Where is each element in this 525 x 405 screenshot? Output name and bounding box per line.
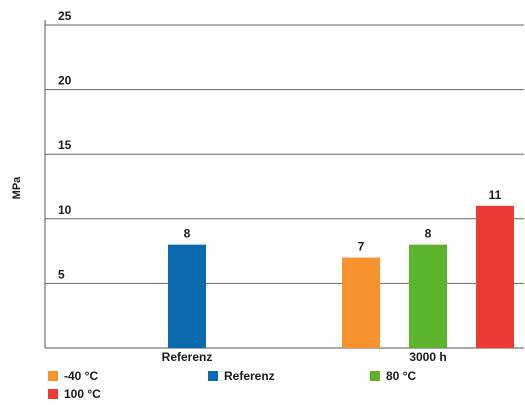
legend-item: Referenz <box>208 369 275 383</box>
y-tick-label: 25 <box>58 9 72 23</box>
y-tick-label: 5 <box>58 267 65 281</box>
bar-100-c-3000-h <box>476 205 514 348</box>
legend-swatch <box>48 371 58 381</box>
legend-item: -40 °C <box>48 369 98 383</box>
legend: -40 °C Referenz 80 °C 100 °C <box>48 369 416 401</box>
bar-80-c-3000-h <box>409 244 447 348</box>
legend-item: 80 °C <box>370 369 416 383</box>
gridlines <box>44 20 524 349</box>
y-tick-label: 20 <box>58 74 72 88</box>
legend-label: Referenz <box>224 369 275 383</box>
legend-swatch <box>370 371 380 381</box>
data-label: 8 <box>425 227 432 241</box>
bar--40-c-3000-h <box>342 257 380 348</box>
data-label: 8 <box>184 227 191 241</box>
bars <box>168 205 514 348</box>
labels: 5 10 15 20 25 7 8 8 11 Referenz 3000 h <box>58 9 502 364</box>
legend-label: 80 °C <box>386 369 416 383</box>
legend-label: -40 °C <box>64 369 98 383</box>
legend-label: 100 °C <box>64 387 101 401</box>
legend-swatch <box>48 389 58 399</box>
legend-item: 100 °C <box>48 387 101 401</box>
y-axis-title: MPa <box>11 176 23 200</box>
y-tick-label: 10 <box>58 203 72 217</box>
x-tick-label: 3000 h <box>409 350 446 364</box>
data-label: 7 <box>358 240 365 254</box>
bar-referenz-referenz <box>168 244 206 348</box>
legend-swatch <box>208 371 218 381</box>
x-tick-label: Referenz <box>162 350 213 364</box>
y-tick-label: 15 <box>58 138 72 152</box>
data-label: 11 <box>489 188 502 202</box>
